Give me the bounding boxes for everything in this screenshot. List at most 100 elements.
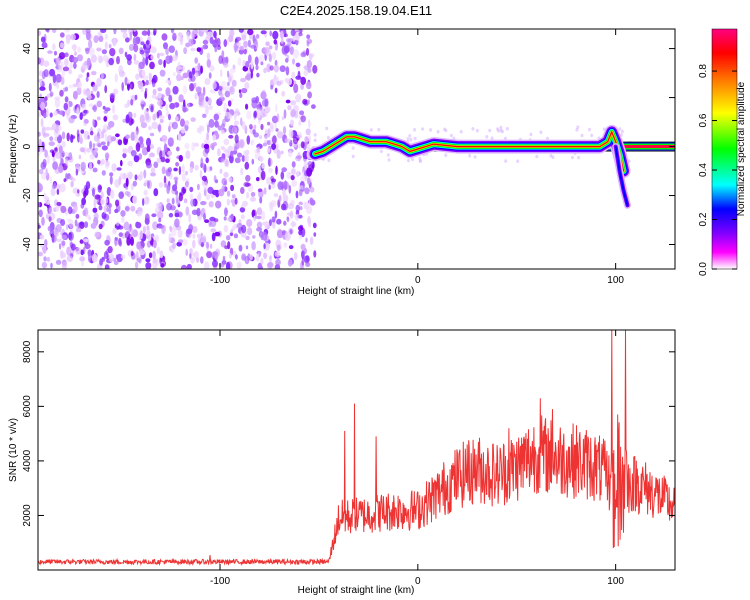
y-tick-label: -20 bbox=[22, 188, 33, 203]
signal-speck bbox=[529, 132, 533, 137]
noise-speck bbox=[272, 51, 276, 61]
signal-speck bbox=[504, 159, 508, 163]
noise-speck bbox=[208, 105, 213, 110]
noise-speck bbox=[169, 102, 176, 110]
noise-speck bbox=[147, 29, 151, 37]
noise-speck bbox=[298, 230, 303, 236]
noise-speck bbox=[107, 125, 111, 130]
noise-speck bbox=[214, 120, 219, 128]
noise-speck bbox=[51, 29, 57, 34]
noise-speck bbox=[298, 188, 303, 197]
noise-speck bbox=[114, 73, 118, 83]
noise-speck bbox=[176, 146, 180, 152]
noise-speck bbox=[155, 202, 162, 207]
noise-speck bbox=[107, 246, 113, 254]
noise-speck bbox=[204, 219, 210, 224]
noise-speck bbox=[104, 133, 108, 143]
signal-speck bbox=[326, 135, 330, 140]
noise-speck bbox=[283, 242, 288, 248]
noise-speck bbox=[77, 222, 81, 230]
noise-speck bbox=[229, 253, 232, 259]
signal-speck bbox=[499, 125, 503, 130]
noise-speck bbox=[313, 232, 317, 237]
noise-speck bbox=[114, 237, 119, 241]
noise-speck bbox=[222, 255, 226, 262]
noise-speck bbox=[38, 152, 41, 156]
noise-speck bbox=[288, 245, 294, 250]
noise-speck bbox=[268, 157, 271, 167]
noise-speck bbox=[227, 217, 232, 222]
noise-speck bbox=[268, 53, 272, 63]
noise-speck bbox=[173, 167, 178, 172]
noise-speck bbox=[88, 103, 94, 108]
noise-speck bbox=[192, 233, 196, 239]
colorbar-tick-label: 0.2 bbox=[698, 212, 709, 226]
noise-speck bbox=[143, 43, 146, 50]
noise-speck bbox=[134, 94, 138, 101]
noise-speck bbox=[59, 65, 63, 71]
noise-speck bbox=[225, 262, 231, 269]
spectrogram-xlabel: Height of straight line (km) bbox=[298, 286, 415, 297]
noise-speck bbox=[96, 47, 102, 52]
y-tick-label: 8000 bbox=[22, 340, 33, 363]
noise-speck bbox=[282, 126, 287, 135]
noise-speck bbox=[74, 219, 78, 227]
noise-speck bbox=[269, 30, 273, 37]
noise-speck bbox=[120, 29, 127, 33]
noise-speck bbox=[218, 188, 225, 197]
noise-speck bbox=[209, 89, 216, 94]
noise-speck bbox=[82, 209, 87, 216]
noise-speck bbox=[153, 240, 157, 249]
signal-speck bbox=[539, 130, 543, 134]
signal-speck bbox=[473, 155, 477, 159]
x-tick-label: 100 bbox=[607, 576, 624, 587]
colorbar: 0.0 0.2 0.4 0.6 0.8 Normalized spectral ampl… bbox=[698, 28, 747, 276]
noise-speck bbox=[93, 35, 99, 43]
noise-speck bbox=[98, 185, 103, 191]
noise-speck bbox=[165, 79, 170, 84]
noise-speck bbox=[51, 124, 57, 130]
noise-speck bbox=[163, 143, 168, 153]
noise-speck bbox=[96, 77, 102, 88]
noise-speck bbox=[304, 187, 310, 195]
noise-speck bbox=[233, 120, 239, 126]
noise-speck bbox=[139, 250, 146, 256]
noise-speck bbox=[212, 141, 217, 147]
noise-speck bbox=[173, 176, 179, 181]
noise-speck bbox=[56, 201, 62, 206]
noise-speck bbox=[207, 124, 210, 133]
noise-speck bbox=[184, 123, 189, 132]
noise-speck bbox=[158, 59, 163, 66]
noise-speck bbox=[185, 150, 191, 160]
noise-speck bbox=[157, 92, 162, 99]
noise-speck bbox=[38, 251, 43, 257]
noise-speck bbox=[136, 250, 139, 261]
noise-speck bbox=[195, 257, 200, 263]
noise-speck bbox=[150, 172, 156, 177]
noise-speck bbox=[250, 60, 254, 70]
noise-speck bbox=[84, 243, 91, 250]
noise-speck bbox=[58, 110, 66, 116]
noise-speck bbox=[257, 188, 263, 193]
noise-speck bbox=[224, 90, 231, 98]
noise-speck bbox=[240, 214, 245, 220]
noise-speck bbox=[227, 100, 232, 107]
noise-speck bbox=[206, 251, 213, 259]
noise-speck bbox=[152, 88, 157, 96]
noise-speck bbox=[296, 170, 299, 178]
noise-speck bbox=[236, 261, 242, 269]
signal-speck bbox=[505, 126, 509, 131]
noise-speck bbox=[114, 208, 119, 214]
noise-speck bbox=[185, 42, 191, 48]
noise-speck bbox=[121, 215, 125, 223]
noise-speck bbox=[256, 221, 263, 229]
noise-speck bbox=[161, 150, 166, 158]
noise-speck bbox=[40, 36, 46, 43]
noise-speck bbox=[296, 135, 303, 139]
noise-speck bbox=[256, 72, 260, 78]
noise-speck bbox=[306, 34, 311, 39]
noise-speck bbox=[219, 69, 223, 78]
noise-speck bbox=[250, 191, 256, 197]
noise-speck bbox=[271, 143, 277, 151]
noise-speck bbox=[303, 65, 310, 71]
